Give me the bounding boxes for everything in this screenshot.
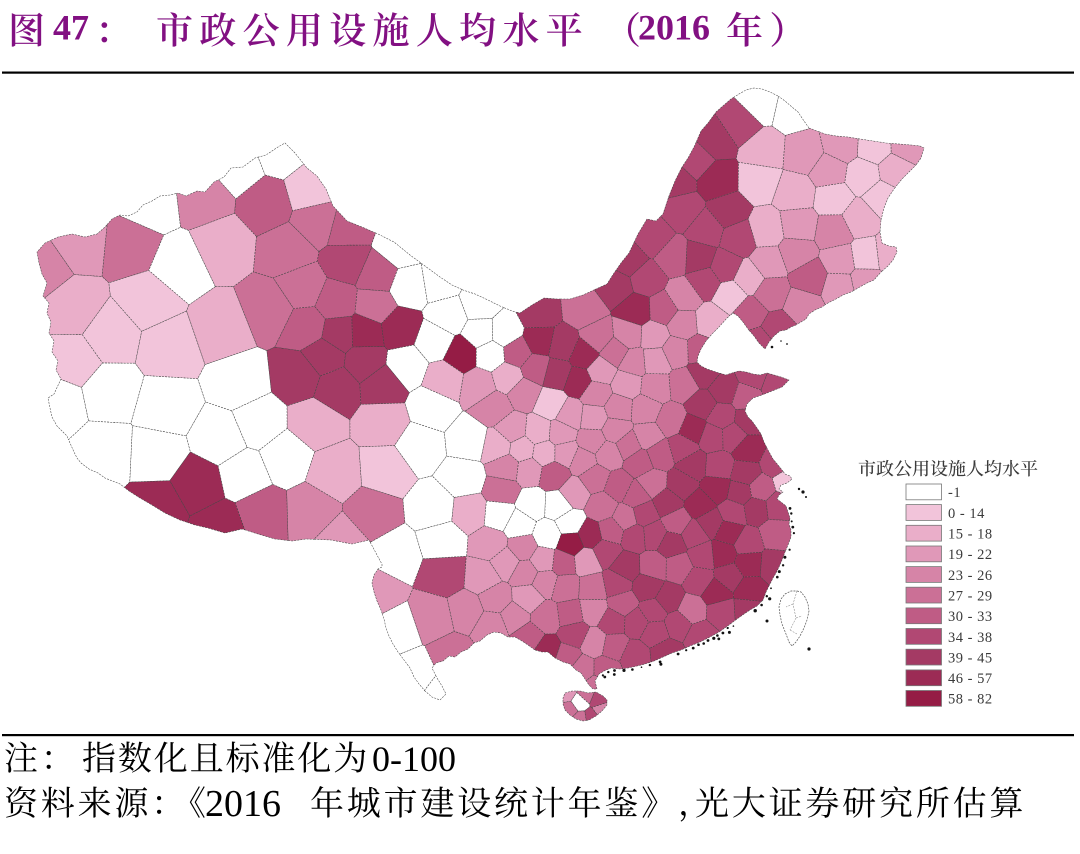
svg-text:47: 47 xyxy=(53,8,89,48)
svg-text:-1: -1 xyxy=(948,485,961,501)
svg-text:30 - 33: 30 - 33 xyxy=(948,609,993,625)
svg-text:58 - 82: 58 - 82 xyxy=(948,692,993,708)
svg-text:27 - 29: 27 - 29 xyxy=(948,589,993,605)
svg-text:0 - 14: 0 - 14 xyxy=(948,506,985,522)
svg-text:0-100: 0-100 xyxy=(372,739,456,779)
svg-text:15 - 18: 15 - 18 xyxy=(948,527,993,543)
svg-text:2016: 2016 xyxy=(205,783,281,825)
svg-text:46 - 57: 46 - 57 xyxy=(948,671,993,687)
svg-text:23 - 26: 23 - 26 xyxy=(948,568,993,584)
svg-text:19 - 22: 19 - 22 xyxy=(948,547,993,563)
svg-text:2016: 2016 xyxy=(638,8,710,48)
svg-text:34 - 38: 34 - 38 xyxy=(948,630,993,646)
svg-text:39 - 45: 39 - 45 xyxy=(948,650,993,666)
